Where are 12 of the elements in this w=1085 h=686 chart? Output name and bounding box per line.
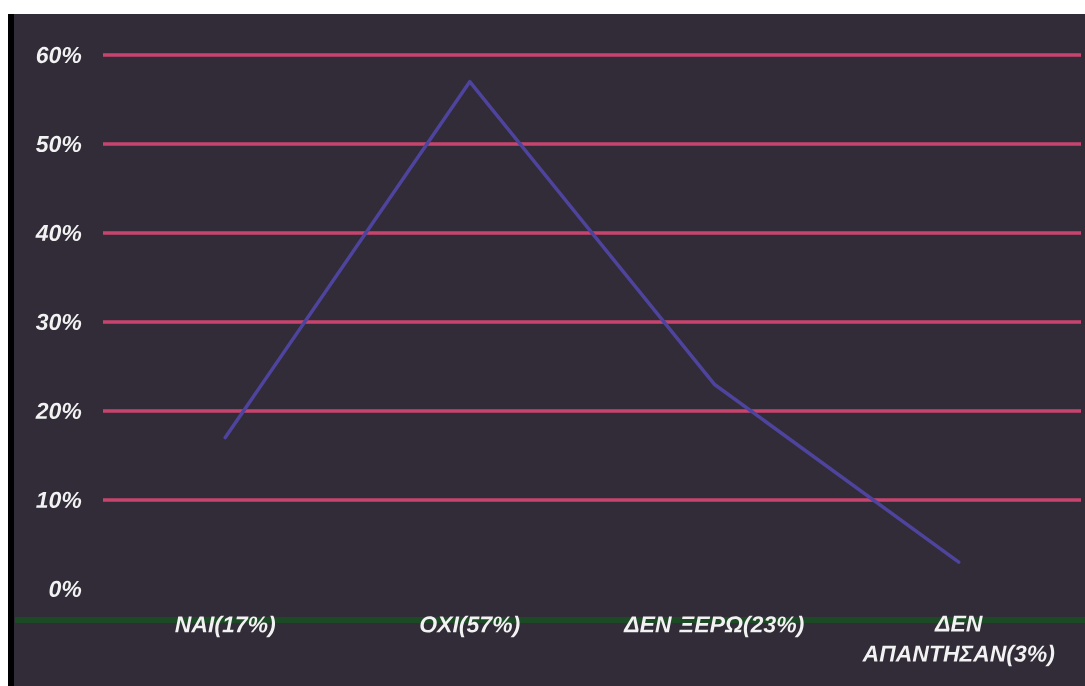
y-tick-label: 30%: [35, 313, 82, 331]
x-tick-label: ΝΑΙ(17%): [175, 615, 276, 638]
y-tick-label: 50%: [35, 135, 82, 153]
x-tick-label: ΔΕΝ ΑΠΑΝΤΗΣΑΝ(3%): [862, 615, 1055, 667]
line-series: [223, 79, 961, 564]
y-tick-label: 60%: [36, 46, 82, 64]
y-tick-label: 10%: [36, 491, 82, 509]
y-tick-label: 0%: [49, 580, 82, 597]
x-tick-label: ΔΕΝ ΞΕΡΩ(23%): [623, 615, 804, 638]
x-tick-label: ΟΧΙ(57%): [420, 615, 520, 638]
y-tick-label: 20%: [35, 402, 82, 420]
y-tick-label: 40%: [35, 224, 82, 242]
